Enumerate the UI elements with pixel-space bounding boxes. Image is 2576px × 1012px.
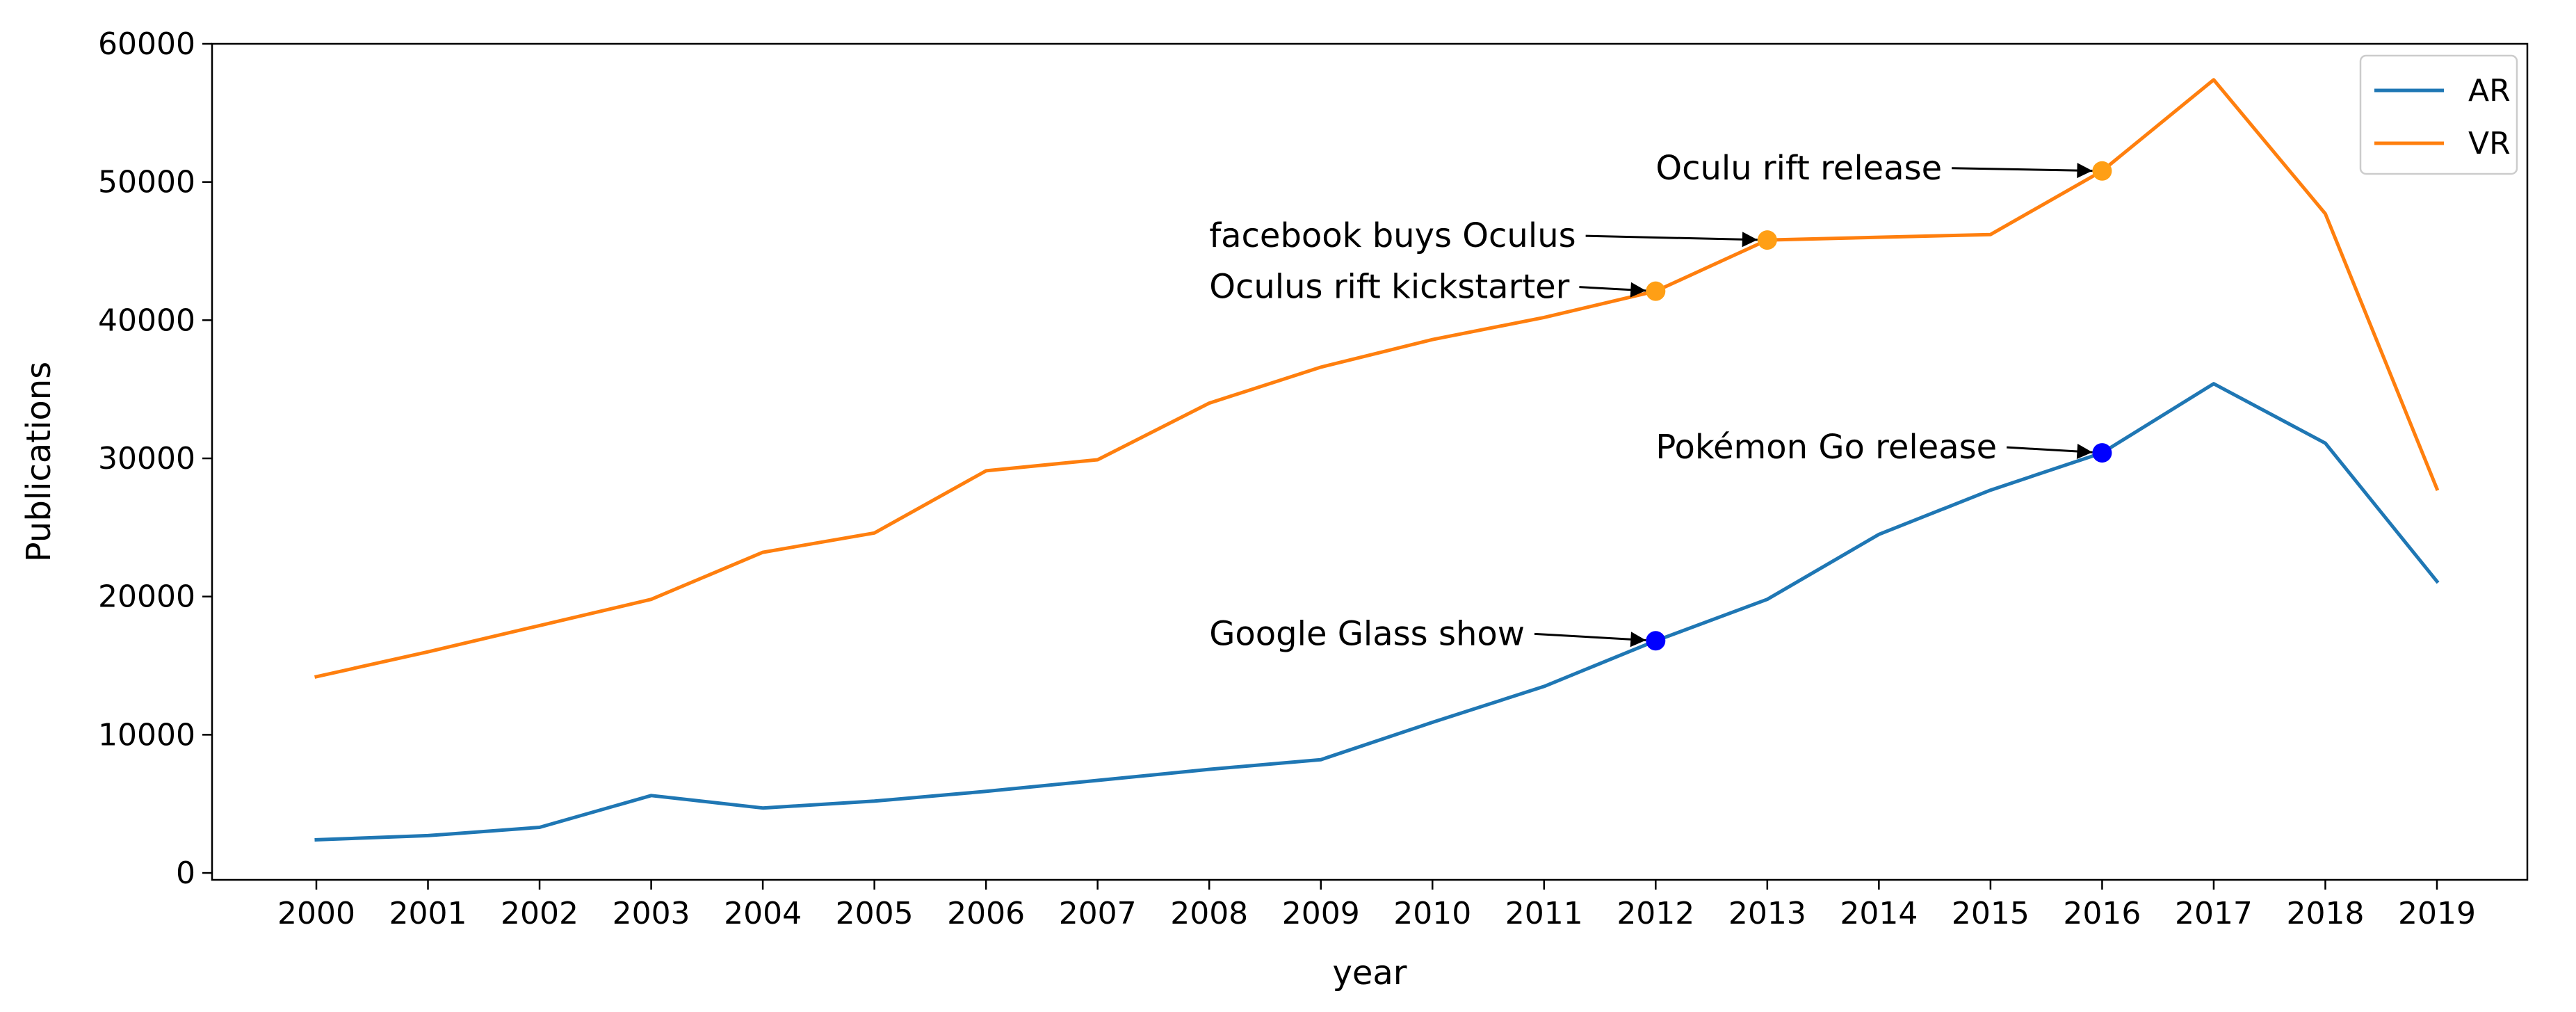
y-axis-label: Publications <box>19 362 58 562</box>
x-tick-label: 2008 <box>1170 896 1248 931</box>
y-tick-label: 60000 <box>98 26 195 62</box>
annotation-arrow <box>1579 282 1646 298</box>
y-tick-label: 50000 <box>98 165 195 200</box>
series-line-vr <box>314 78 2440 679</box>
x-tick-label: 2011 <box>1505 896 1583 931</box>
annotation-arrow <box>2007 444 2093 459</box>
annotation-point <box>1646 631 1666 651</box>
x-tick-label: 2009 <box>1282 896 1360 931</box>
y-tick-label: 10000 <box>98 717 195 753</box>
annotation-point <box>2092 443 2112 463</box>
x-tick-label: 2001 <box>389 896 467 931</box>
y-tick-label: 20000 <box>98 579 195 615</box>
x-tick-label: 2017 <box>2175 896 2253 931</box>
legend-label-vr: VR <box>2468 126 2511 161</box>
annotation-label: facebook buys Oculus <box>1209 216 1575 255</box>
annotation-point <box>2092 161 2112 181</box>
x-tick-label: 2013 <box>1728 896 1806 931</box>
annotation-label: Google Glass show <box>1209 614 1525 653</box>
legend-label-ar: AR <box>2468 73 2511 109</box>
x-tick-label: 2014 <box>1840 896 1918 931</box>
x-tick-label: 2005 <box>836 896 914 931</box>
x-tick-label: 2000 <box>277 896 355 931</box>
x-tick-label: 2015 <box>1952 896 2030 931</box>
x-axis-label: year <box>1332 954 1407 993</box>
series-line-ar <box>314 382 2440 842</box>
x-tick-label: 2019 <box>2398 896 2476 931</box>
annotation-label: Oculus rift kickstarter <box>1209 268 1569 307</box>
x-tick-label: 2007 <box>1059 896 1137 931</box>
y-tick-label: 0 <box>176 856 195 891</box>
annotation-point <box>1646 281 1666 301</box>
annotation-arrow <box>1534 632 1646 648</box>
annotation-arrow <box>1952 163 2093 179</box>
y-tick-label: 30000 <box>98 441 195 476</box>
annotation-point <box>1757 230 1777 250</box>
legend: AR VR <box>2359 54 2518 175</box>
x-tick-label: 2004 <box>724 896 802 931</box>
x-tick-label: 2006 <box>947 896 1025 931</box>
x-tick-label: 2012 <box>1617 896 1694 931</box>
plot-frame <box>211 42 2529 881</box>
x-tick-label: 2016 <box>2063 896 2141 931</box>
x-tick-label: 2018 <box>2286 896 2364 931</box>
annotation-arrow <box>1585 232 1758 248</box>
x-tick-label: 2010 <box>1393 896 1471 931</box>
annotation-label: Pokémon Go release <box>1655 428 1997 467</box>
y-tick-label: 40000 <box>98 303 195 338</box>
x-tick-label: 2002 <box>501 896 578 931</box>
x-tick-label: 2003 <box>613 896 690 931</box>
annotation-label: Oculu rift release <box>1655 149 1942 188</box>
